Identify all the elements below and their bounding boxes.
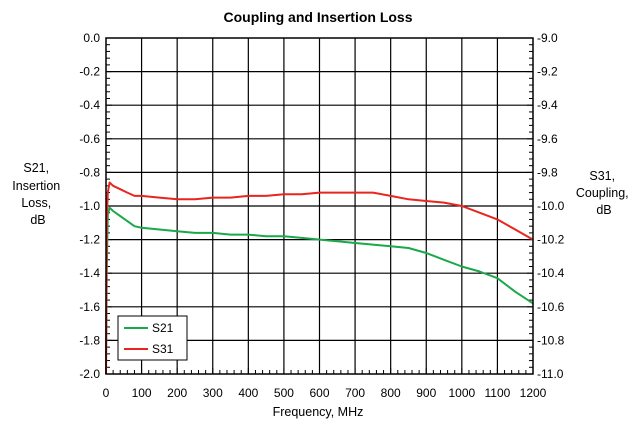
series-group	[105, 181, 534, 375]
y-left-tick-label: -1.0	[79, 199, 100, 213]
x-tick-label: 1000	[448, 386, 475, 400]
y-left-tick-label: -2.0	[79, 367, 100, 381]
y-left-tick-labels: 0.0 -0.2 -0.4 -0.6 -0.8 -1.0 -1.2 -1.4 -1.6 -1.8 -…	[79, 31, 100, 381]
y-left-tick-label: -0.4	[79, 98, 100, 112]
y-left-tick-label: -1.8	[79, 333, 100, 347]
y-left-label-line-4: dB	[30, 213, 45, 227]
legend-label-s21: S21	[152, 321, 174, 335]
y-right-label-line-3: dB	[596, 203, 611, 217]
x-tick-label: 0	[103, 386, 110, 400]
y-right-tick-label: -9.2	[537, 65, 558, 79]
series-line-s31	[105, 181, 534, 375]
y-right-tick-label: -9.4	[537, 98, 558, 112]
x-tick-label: 200	[167, 386, 187, 400]
y-right-label-line-1: S31,	[589, 169, 615, 183]
x-tick-label: 100	[132, 386, 152, 400]
x-tick-label: 900	[416, 386, 436, 400]
legend: S21 S31	[117, 315, 188, 361]
x-tick-label: 700	[345, 386, 365, 400]
y-right-tick-label: -9.0	[537, 31, 558, 45]
x-axis-label: Frequency, MHz	[273, 405, 364, 419]
y-right-tick-labels: -9.0 -9.2 -9.4 -9.6 -9.8 -10.0 -10.2 -10.4 -10.6…	[537, 31, 565, 381]
y-left-tick-label: -0.6	[79, 132, 100, 146]
y-left-label-line-1: S21,	[23, 161, 49, 175]
y-left-label-line-2: Insertion	[12, 179, 60, 193]
y-left-axis-label: S21, Insertion Loss, dB	[12, 161, 63, 227]
y-right-tick-label: -9.6	[537, 132, 558, 146]
x-tick-label: 400	[238, 386, 258, 400]
plot-frame	[105, 37, 534, 375]
y-left-label-line-3: Loss,	[21, 196, 51, 210]
legend-label-s31: S31	[152, 342, 174, 356]
y-left-tick-label: -1.6	[79, 300, 100, 314]
y-right-tick-label: -10.2	[537, 233, 565, 247]
x-tick-label: 600	[309, 386, 329, 400]
y-right-tick-label: -10.4	[537, 266, 565, 280]
legend-box	[117, 315, 188, 361]
x-tick-label: 500	[274, 386, 294, 400]
y-right-tick-label: -9.8	[537, 165, 558, 179]
chart-title: Coupling and Insertion Loss	[224, 9, 413, 25]
y-left-tick-label: -1.2	[79, 233, 100, 247]
y-right-label-line-2: Coupling,	[576, 186, 629, 200]
x-tick-labels: 0 100 200 300 400 500 600 700 800 900 1000 1100 1200	[103, 386, 547, 400]
series-line-s21	[105, 206, 534, 375]
y-left-tick-label: -0.8	[79, 165, 100, 179]
y-right-tick-label: -10.0	[537, 199, 565, 213]
y-left-tick-label: -1.4	[79, 266, 100, 280]
y-right-tick-label: -10.8	[537, 333, 565, 347]
y-left-tick-label: 0.0	[83, 31, 100, 45]
y-right-tick-label: -10.6	[537, 300, 565, 314]
x-tick-label: 800	[381, 386, 401, 400]
y-right-axis-label: S31, Coupling, dB	[576, 169, 632, 217]
x-tick-label: 1200	[520, 386, 547, 400]
y-left-tick-label: -0.2	[79, 65, 100, 79]
x-tick-label: 300	[203, 386, 223, 400]
y-right-tick-label: -11.0	[537, 367, 564, 381]
x-tick-label: 1100	[485, 386, 511, 400]
